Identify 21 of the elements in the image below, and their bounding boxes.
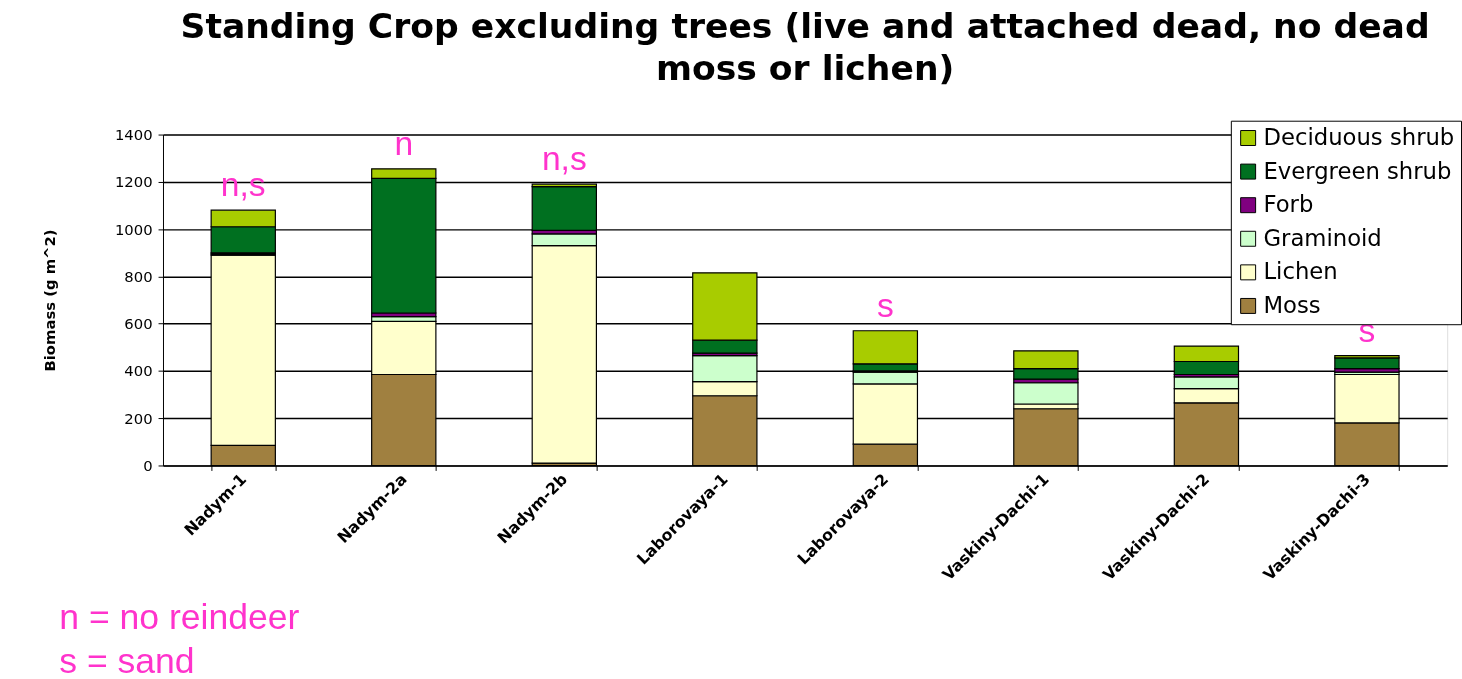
- legend-label: Forb: [1263, 191, 1314, 218]
- annotation: n,s: [541, 140, 587, 178]
- annotation: s: [876, 286, 894, 324]
- legend-label: Graminoid: [1263, 224, 1382, 251]
- y-tick-label: 1200: [114, 173, 153, 191]
- y-tick-label: 800: [124, 267, 153, 285]
- legend-label: Deciduous shrub: [1263, 123, 1455, 150]
- annotation: n: [394, 125, 414, 162]
- y-axis-title: Biomass (g m^2): [40, 229, 58, 372]
- legend-label: Evergreen shrub: [1263, 157, 1452, 184]
- text: n = no reindeer: [59, 597, 300, 638]
- y-tick-label: 200: [124, 409, 153, 427]
- chart-title: Standing Crop excluding trees (live and attached dead, no dead moss or lichen): [180, 6, 1430, 88]
- text: s = sand: [59, 640, 195, 679]
- y-tick-label: 600: [124, 315, 153, 333]
- legend-label: Moss: [1263, 291, 1321, 318]
- legend-label: Lichen: [1263, 258, 1338, 285]
- y-tick-label: 400: [124, 362, 153, 380]
- y-tick-label: 0: [143, 456, 153, 474]
- y-tick-label: 1000: [114, 220, 153, 238]
- y-tick-label: 1400: [114, 125, 153, 143]
